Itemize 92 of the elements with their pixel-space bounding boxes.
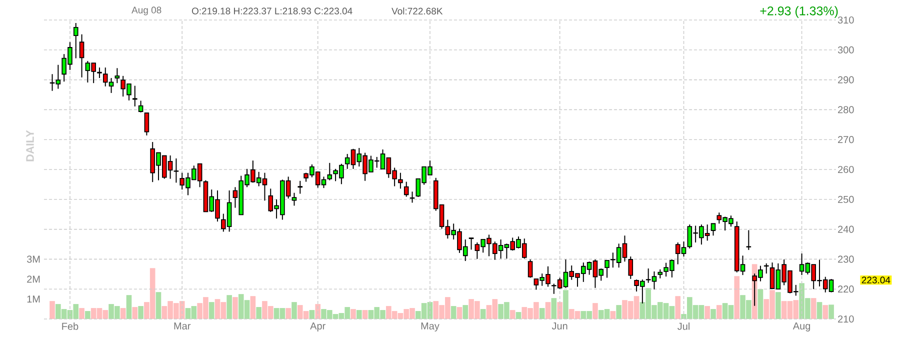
bar [710,309,716,319]
y2-tick-label: 3M [26,256,40,263]
bar [292,302,297,319]
candlestick [97,67,102,79]
text: 223.04 [862,276,890,284]
bar [132,307,138,319]
candlestick [298,180,303,194]
bar [315,304,320,319]
bar [226,295,232,319]
y-tick-label: 210 [838,315,854,323]
x-tick-label: Apr [310,322,326,332]
bar [675,296,680,319]
candlestick [114,68,120,84]
bar [256,307,262,319]
bar [539,308,545,319]
y-tick-label: 300 [838,46,854,54]
candlestick [132,85,138,107]
text: Aug 08 [132,6,162,16]
bar [563,290,568,319]
bar [704,306,710,319]
bar [356,310,362,319]
bar [250,296,256,319]
bar [85,311,90,319]
bar [551,298,557,319]
candlestick [327,162,332,181]
bar [810,298,816,319]
bar [828,304,834,319]
x-tick-label: May [421,322,440,332]
bar [510,310,516,319]
x-tick-label: Jul [678,322,690,330]
candlestick [73,22,78,59]
candlestick [138,100,144,113]
bar [516,312,522,319]
candlestick [404,181,409,198]
bar [592,303,598,319]
candlestick [398,172,403,190]
bar [557,302,562,319]
bar [79,308,84,319]
candlestick [410,191,415,204]
candlestick [79,34,84,78]
candlestick [710,223,716,236]
bar [362,310,368,319]
y2-tick-label: 1M [27,296,40,303]
bar [734,276,740,319]
bar [120,308,126,319]
x-tick-label: Aug [792,322,810,332]
bar [616,305,622,319]
y-tick-label: 280 [838,106,854,114]
text: Vol:722.68K [392,8,443,14]
bar [480,309,486,319]
text: O:219.18 H:223.37 L:218.93 C:223.04 [192,8,352,14]
bar [350,309,356,319]
candlestick [528,259,533,278]
bar [462,305,468,319]
candlestick [628,256,634,280]
y-tick-label: 250 [838,196,854,203]
x-tick-label: Feb [62,322,78,330]
candlestick [144,112,150,136]
bar [208,302,214,319]
bar [776,292,781,319]
bar [816,302,822,319]
candlestick [604,260,610,278]
y-tick-label: 270 [838,136,854,144]
bar [309,310,315,319]
y2-tick-label: 2M [27,276,40,283]
y-tick-label: 240 [838,226,854,233]
bar [758,289,764,319]
x-tick-label: Mar [174,322,191,330]
bar [156,292,162,319]
bar [232,297,238,319]
bar [610,311,616,319]
candlestick [292,192,297,206]
y-tick-label: 260 [838,166,854,174]
y-tick-label: 290 [838,76,854,84]
candlestick [174,158,179,184]
bar [456,307,462,319]
bar [450,306,456,319]
x-tick-label: Jun [552,322,568,330]
candlestick [764,262,769,274]
bar [545,302,551,319]
text: +2.93 (1.33%) [760,6,838,18]
bar [138,306,144,319]
candlestick [468,237,474,250]
y-tick-label: 310 [838,16,854,24]
bar [50,301,55,319]
bar [286,308,291,319]
bar [822,305,828,319]
y-tick-label: 230 [838,256,854,263]
bar [716,305,722,319]
bar [126,295,132,319]
y-tick-label: 220 [838,286,854,293]
candlestick [746,230,752,250]
